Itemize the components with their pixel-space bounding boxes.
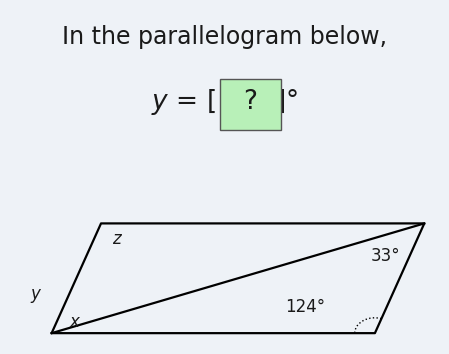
Text: y: y	[31, 285, 40, 303]
FancyBboxPatch shape	[220, 79, 281, 130]
Text: z: z	[112, 230, 121, 248]
Text: 124°: 124°	[285, 298, 325, 316]
Text: In the parallelogram below,: In the parallelogram below,	[62, 25, 387, 50]
Text: ?: ?	[243, 89, 258, 115]
Text: $y$ = [       ]°: $y$ = [ ]°	[151, 87, 298, 117]
Text: 33°: 33°	[370, 247, 400, 266]
Text: x: x	[70, 313, 79, 331]
